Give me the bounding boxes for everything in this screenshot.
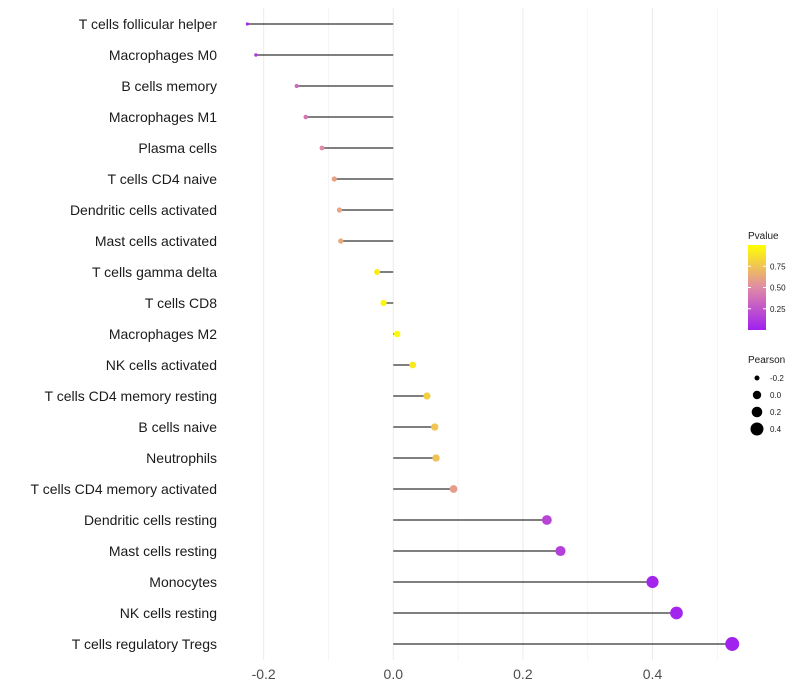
category-label: Monocytes [149, 574, 217, 590]
data-point [431, 423, 439, 431]
size-legend-dot [750, 422, 764, 436]
category-label: T cells CD4 memory resting [45, 388, 217, 404]
data-point [374, 268, 381, 276]
grid-lines [263, 8, 718, 660]
category-label: Dendritic cells resting [84, 512, 217, 528]
category-label: Macrophages M0 [109, 47, 217, 63]
data-point [725, 637, 740, 651]
x-tick-label: 0.4 [643, 666, 663, 682]
category-label: Macrophages M1 [109, 109, 217, 125]
category-label: B cells naive [138, 419, 217, 435]
colorbar-tick-label: 0.50 [770, 284, 786, 293]
size-legend-label: 0.2 [770, 408, 782, 417]
data-point [449, 485, 458, 493]
data-point [331, 176, 337, 182]
category-labels: T cells follicular helper Macrophages M0 B… [31, 16, 218, 652]
category-label: Plasma cells [138, 140, 217, 156]
data-point [303, 114, 309, 120]
stems [247, 23, 733, 645]
category-label: T cells CD8 [145, 295, 217, 311]
data-point [294, 83, 299, 89]
x-tick-label: 0.2 [513, 666, 533, 682]
category-label: Macrophages M2 [109, 326, 217, 342]
pvalue-colorbar [748, 245, 766, 330]
x-tick-label: 0.0 [384, 666, 404, 682]
category-label: T cells regulatory Tregs [72, 636, 217, 652]
category-label: Mast cells activated [95, 233, 217, 249]
data-point [541, 515, 552, 525]
size-legend-label: -0.2 [770, 374, 784, 383]
pvalue-legend: Pvalue 0.25 0.50 0.75 [748, 231, 786, 330]
size-legend-label: 0.4 [770, 425, 782, 434]
category-label: T cells CD4 memory activated [31, 481, 217, 497]
data-point [393, 330, 401, 338]
size-legend-dot [751, 406, 763, 418]
data-point [409, 361, 417, 369]
data-point [338, 238, 344, 244]
data-point [432, 454, 440, 462]
category-label: T cells follicular helper [79, 16, 218, 32]
category-label: T cells CD4 naive [108, 171, 218, 187]
size-legend-label: 0.0 [770, 391, 782, 400]
category-label: Dendritic cells activated [70, 202, 217, 218]
category-label: T cells gamma delta [92, 264, 217, 280]
data-point [336, 207, 343, 213]
pearson-legend: Pearson -0.2 0.0 0.2 0.4 [748, 355, 785, 436]
x-tick-label: -0.2 [252, 666, 276, 682]
x-axis-ticks: -0.2 0.0 0.2 0.4 [252, 666, 663, 682]
size-legend-dot [754, 375, 760, 381]
pvalue-legend-title: Pvalue [748, 231, 779, 242]
category-label: NK cells activated [106, 357, 217, 373]
data-point [319, 145, 325, 151]
data-point [254, 53, 258, 57]
pearson-legend-title: Pearson [748, 355, 785, 366]
data-point [423, 392, 431, 400]
category-label: NK cells resting [120, 605, 217, 621]
colorbar-tick-label: 0.75 [770, 262, 786, 271]
data-point [245, 22, 250, 26]
data-point [555, 545, 566, 557]
colorbar-tick-label: 0.25 [770, 305, 786, 314]
data-point [670, 606, 683, 620]
data-point [380, 299, 387, 307]
category-label: Neutrophils [146, 450, 217, 466]
data-point [646, 575, 659, 589]
category-label: B cells memory [121, 78, 217, 94]
category-label: Mast cells resting [109, 543, 217, 559]
dots [245, 22, 740, 651]
size-legend-dot [752, 390, 762, 400]
